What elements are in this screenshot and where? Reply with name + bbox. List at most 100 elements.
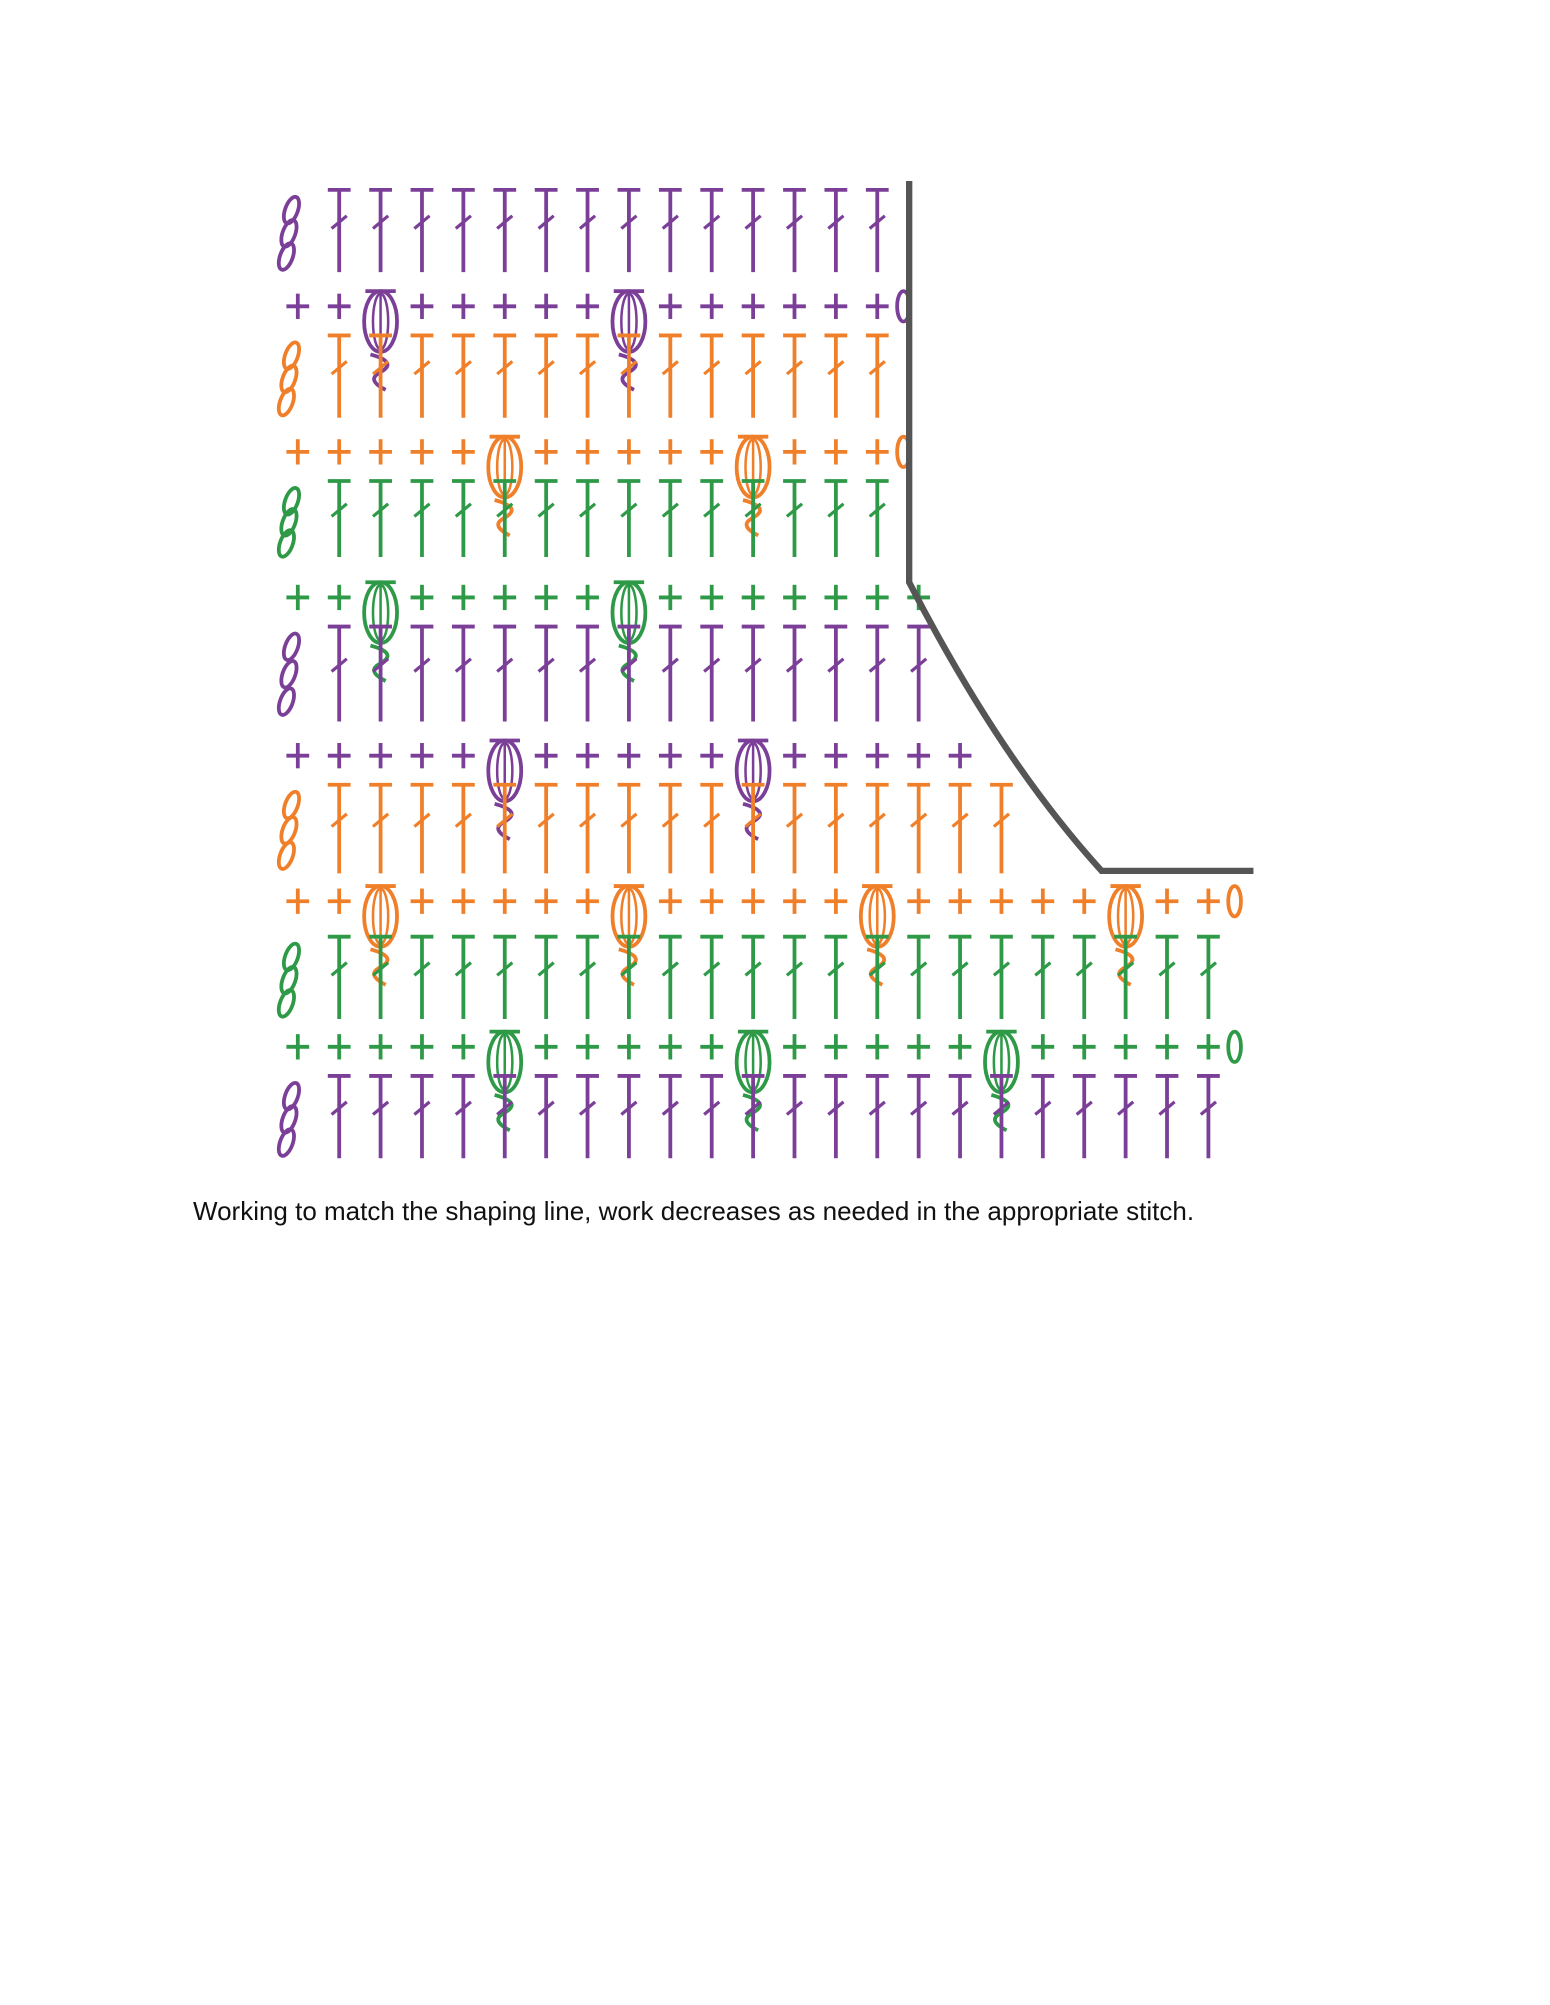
dc-slash (1199, 961, 1218, 977)
dc-slash (868, 360, 886, 376)
dc-slash (413, 657, 431, 673)
dc-slash (578, 961, 597, 977)
dc-slash (785, 214, 804, 230)
dc-slash (620, 214, 638, 230)
dc-slash (578, 812, 597, 828)
dc-slash (496, 812, 514, 828)
chain-stitch (276, 988, 296, 1019)
dc-slash (827, 502, 845, 518)
dc-slash (868, 214, 886, 230)
dc-slash (661, 961, 679, 977)
dc-slash (910, 961, 928, 977)
dc-slash (868, 657, 886, 673)
dc-slash (951, 961, 969, 977)
dc-slash (910, 1100, 928, 1116)
dc-slash (413, 812, 431, 828)
dc-slash (827, 961, 845, 977)
chain-stitch (276, 241, 296, 272)
chain-stitch (276, 386, 296, 418)
dc-slash (330, 360, 348, 376)
dc-slash (661, 214, 679, 230)
caption: Working to match the shaping line, work … (193, 1196, 1195, 1226)
dc-slash (1034, 1100, 1052, 1116)
dc-slash (413, 502, 431, 518)
dc-slash (578, 657, 597, 673)
dc-slash (785, 961, 804, 977)
dc-slash (744, 502, 762, 518)
dc-slash (537, 657, 555, 673)
dc-slash (371, 812, 390, 828)
dc-slash (454, 1100, 472, 1116)
dc-slash (454, 502, 472, 518)
dc-slash (620, 502, 638, 518)
dc-slash (371, 360, 390, 376)
dc-slash (537, 214, 555, 230)
dc-slash (496, 961, 514, 977)
shaping-line (906, 181, 1254, 875)
dc-slash (578, 214, 597, 230)
dc-slash (992, 961, 1011, 977)
dc-slash (537, 961, 555, 977)
chain-stitch (276, 1127, 296, 1158)
dc-slash (1075, 961, 1093, 977)
dc-slash (578, 502, 597, 518)
dc-slash (951, 1100, 969, 1116)
dc-slash (703, 502, 721, 518)
dc-slash (578, 1100, 597, 1116)
dc-slash (951, 812, 969, 828)
dc-slash (661, 1100, 679, 1116)
dc-slash (868, 812, 886, 828)
dc-slash (371, 961, 390, 977)
dc-slash (330, 502, 348, 518)
dc-slash (1158, 961, 1176, 977)
dc-slash (330, 1100, 348, 1116)
dc-slash (785, 1100, 804, 1116)
dc-slash (578, 360, 597, 376)
chain-stitch (1226, 1029, 1243, 1064)
chain-stitch (279, 815, 299, 846)
stitch-grid (276, 187, 1243, 1159)
dc-slash (827, 812, 845, 828)
dc-slash (371, 214, 390, 230)
chain-stitch (279, 659, 299, 690)
dc-slash (620, 360, 638, 376)
chain-stitch (276, 528, 296, 559)
dc-slash (785, 360, 804, 376)
chain-stitch (276, 686, 296, 717)
dc-slash (827, 657, 845, 673)
dc-slash (744, 1100, 762, 1116)
dc-slash (454, 657, 472, 673)
dc-slash (330, 961, 348, 977)
dc-slash (371, 657, 390, 673)
chain-stitch (279, 507, 299, 538)
dc-slash (868, 961, 886, 977)
dc-slash (1075, 1100, 1093, 1116)
dc-slash (537, 1100, 555, 1116)
dc-slash (330, 214, 348, 230)
dc-slash (1117, 1100, 1135, 1116)
dc-slash (620, 812, 638, 828)
dc-slash (744, 812, 762, 828)
dc-slash (496, 1100, 514, 1116)
dc-slash (537, 812, 555, 828)
dc-slash (1158, 1100, 1176, 1116)
dc-slash (413, 1100, 431, 1116)
dc-slash (910, 812, 928, 828)
dc-slash (992, 812, 1011, 828)
dc-slash (413, 961, 431, 977)
chain-stitch (281, 789, 301, 821)
dc-slash (661, 812, 679, 828)
chain-stitch (276, 840, 296, 871)
dc-slash (330, 812, 348, 828)
dc-slash (413, 360, 431, 376)
dc-slash (827, 214, 845, 230)
dc-slash (744, 214, 762, 230)
dc-slash (413, 214, 431, 230)
dc-slash (703, 657, 721, 673)
dc-slash (454, 360, 472, 376)
dc-slash (744, 657, 762, 673)
dc-slash (703, 1100, 721, 1116)
dc-slash (661, 502, 679, 518)
